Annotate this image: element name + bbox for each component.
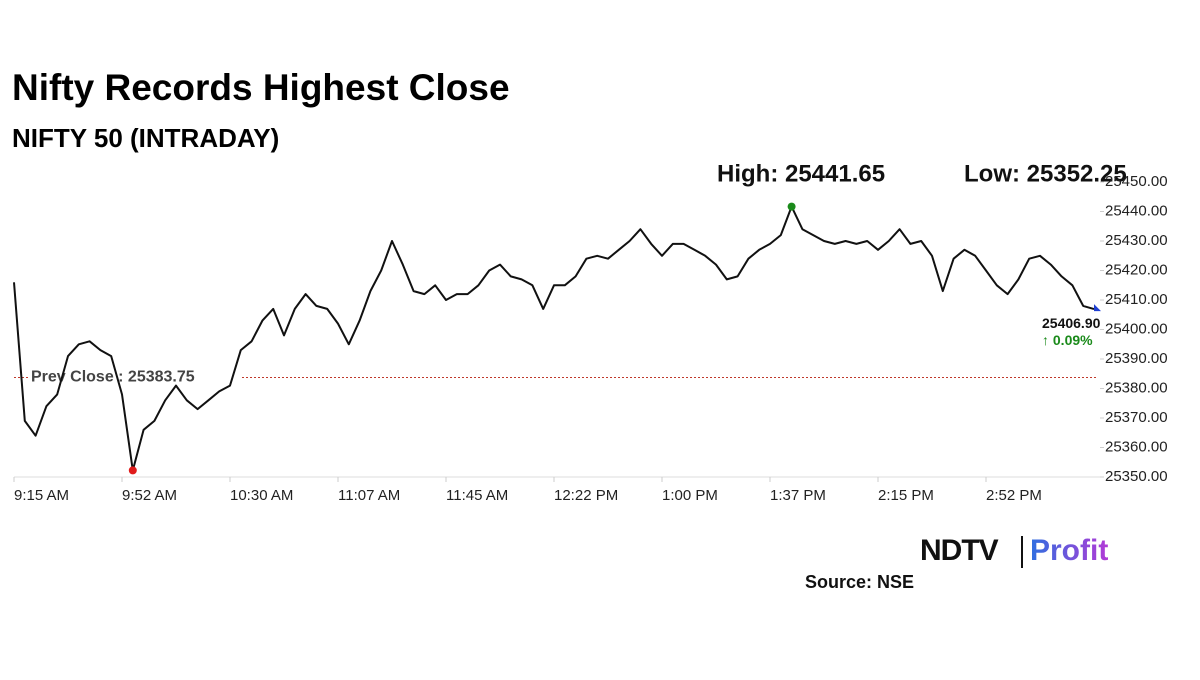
x-tick-label: 11:45 AM <box>446 487 508 504</box>
y-tick-label: 25440.00 <box>1105 202 1168 219</box>
x-tick-label: 9:15 AM <box>14 487 69 504</box>
low-marker <box>128 466 137 475</box>
x-tick-label: 2:15 PM <box>878 487 934 504</box>
last-value-label: 25406.90 <box>1042 315 1101 331</box>
x-tick-label: 1:37 PM <box>770 487 826 504</box>
y-tick-label: 25350.00 <box>1105 468 1168 485</box>
price-line <box>13 205 1095 472</box>
high-label: High: 25441.65 <box>717 160 885 187</box>
y-tick-label: 25450.00 <box>1105 173 1168 190</box>
high-marker <box>787 202 796 211</box>
x-tick-label: 9:52 AM <box>122 487 177 504</box>
y-tick-label: 25400.00 <box>1105 320 1168 337</box>
x-tick-label: 11:07 AM <box>338 487 400 504</box>
last-marker <box>1094 304 1101 312</box>
x-tick-label: 1:00 PM <box>662 487 718 504</box>
y-tick-label: 25360.00 <box>1105 438 1168 455</box>
prev-close-label-bg <box>28 366 240 389</box>
chart-title: Nifty Records Highest Close <box>12 67 510 108</box>
x-tick-label: 10:30 AM <box>230 487 293 504</box>
low-label: Low: 25352.25 <box>964 160 1127 187</box>
logo-name: Profit <box>1030 534 1108 567</box>
y-tick-label: 25380.00 <box>1105 379 1168 396</box>
y-tick-label: 25410.00 <box>1105 291 1168 308</box>
chart-subtitle: NIFTY 50 (INTRADAY) <box>12 123 279 153</box>
source-note: Source: NSE <box>805 572 914 592</box>
logo-brand: NDTV <box>920 534 999 567</box>
y-tick-label: 25390.00 <box>1105 350 1168 367</box>
x-tick-label: 2:52 PM <box>986 487 1042 504</box>
prev-close-label: Prev Close : 25383.75 <box>31 369 195 386</box>
y-tick-label: 25430.00 <box>1105 232 1168 249</box>
plot-area: 25350.00 25360.00 25370.00 25380.00 25390.00… <box>13 173 1168 504</box>
x-tick-label: 12:22 PM <box>554 487 618 504</box>
y-tick-label: 25370.00 <box>1105 409 1168 426</box>
change-label: ↑ 0.09% <box>1042 332 1093 348</box>
y-tick-label: 25420.00 <box>1105 261 1168 278</box>
